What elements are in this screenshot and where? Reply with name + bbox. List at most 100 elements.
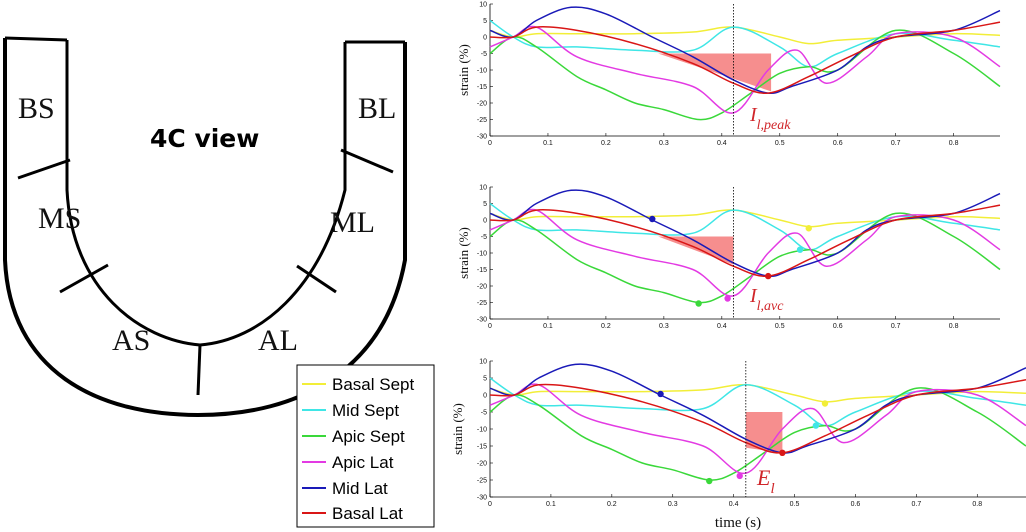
marker-mid-sept — [796, 246, 804, 253]
divider-ml-bl — [340, 148, 394, 174]
y-tick-label: -15 — [477, 444, 487, 451]
shaded-region — [658, 236, 734, 265]
y-tick-label: -20 — [477, 284, 487, 291]
x-tick-label: 0.8 — [949, 323, 959, 330]
x-tick-label: 0.1 — [546, 501, 556, 508]
x-tick-label: 0.6 — [833, 140, 843, 147]
x-tick-label: 0.8 — [972, 501, 982, 508]
y-tick-label: 0 — [483, 218, 487, 225]
segment-label-ml: ML — [330, 206, 375, 239]
legend-label-mid-sept: Mid Sept — [332, 401, 399, 420]
y-tick-label: -30 — [477, 495, 487, 502]
x-tick-label: 0.2 — [607, 501, 617, 508]
segment-label-ms: MS — [38, 202, 81, 235]
y-axis-label: strain (%) — [456, 227, 471, 279]
marker-mid-lat — [657, 390, 664, 398]
x-tick-label: 0.4 — [717, 323, 727, 330]
x-tick-label: 0.2 — [601, 323, 611, 330]
legend-label-mid-lat: Mid Lat — [332, 479, 388, 498]
x-tick-label: 0.5 — [775, 140, 785, 147]
series-line-apic-sept — [489, 29, 1001, 121]
segment-label-bs: BS — [18, 92, 55, 125]
x-tick-label: 0.5 — [775, 323, 785, 330]
legend-label-basal-sept: Basal Sept — [332, 375, 414, 394]
x-tick-label: 0.8 — [949, 140, 959, 147]
marker-apic-lat — [724, 295, 731, 302]
marker-apic-sept — [695, 300, 702, 307]
y-tick-label: 10 — [479, 359, 487, 366]
x-tick-label: 0.1 — [543, 140, 553, 147]
divider-bs-ms — [17, 158, 71, 180]
x-tick-label: 0 — [488, 501, 492, 508]
legend-label-apic-sept: Apic Sept — [332, 427, 405, 446]
marker-basal-sept — [805, 225, 812, 232]
divider-ms-as — [59, 263, 109, 294]
segment-label-as: AS — [112, 324, 150, 357]
outer-left-top-cap — [4, 36, 68, 42]
segment-label-bl: BL — [358, 92, 396, 125]
legend-label-basal-lat: Basal Lat — [332, 504, 403, 523]
y-tick-label: -25 — [477, 117, 487, 124]
y-tick-label: -15 — [477, 84, 487, 91]
x-tick-label: 0.3 — [659, 140, 669, 147]
y-tick-label: -5 — [481, 234, 487, 241]
annotation-label: Il,avc — [749, 285, 784, 314]
series-line-apic-sept — [489, 387, 1026, 481]
legend: Basal Sept Mid Sept Apic Sept Apic Lat M… — [296, 364, 435, 528]
y-tick-label: 10 — [479, 185, 487, 192]
annotation-label: Il,peak — [749, 104, 791, 133]
series-line-mid-sept — [489, 202, 1001, 251]
view-title: 4C view — [150, 124, 259, 153]
marker-mid-lat — [649, 215, 656, 223]
x-tick-label: 0 — [488, 323, 492, 330]
y-tick-label: -30 — [477, 317, 487, 324]
x-tick-label: 0.4 — [729, 501, 739, 508]
myocardium-outer-border — [3, 38, 407, 418]
y-tick-label: -10 — [477, 251, 487, 258]
segment-label-al: AL — [258, 324, 298, 357]
legend-box — [296, 364, 435, 528]
myocardium-inner-border — [65, 40, 347, 347]
y-tick-label: -20 — [477, 101, 487, 108]
marker-basal-sept — [821, 400, 829, 407]
marker-apic-sept — [706, 477, 713, 485]
y-tick-label: -15 — [477, 267, 487, 274]
x-tick-label: 0 — [488, 140, 492, 147]
series-line-apic-lat — [489, 25, 1001, 114]
x-tick-label: 0.5 — [790, 501, 800, 508]
marker-apic-lat — [736, 472, 743, 480]
x-tick-label: 0.3 — [668, 501, 678, 508]
x-tick-label: 0.6 — [833, 323, 843, 330]
y-tick-label: 5 — [483, 201, 487, 208]
y-tick-label: 0 — [483, 35, 487, 42]
x-tick-label: 0.7 — [891, 140, 901, 147]
divider-as-al — [196, 344, 202, 396]
y-tick-label: -10 — [477, 68, 487, 75]
y-tick-label: 0 — [483, 393, 487, 400]
divider-al-ml — [296, 264, 337, 294]
y-tick-label: -25 — [477, 300, 487, 307]
x-tick-label: 0.3 — [659, 323, 669, 330]
y-axis-label: strain (%) — [450, 403, 465, 455]
legend-label-apic-lat: Apic Lat — [332, 453, 394, 472]
y-tick-label: 10 — [479, 2, 487, 9]
annotation-label: El — [756, 465, 775, 497]
x-tick-label: 0.4 — [717, 140, 727, 147]
y-axis-label: strain (%) — [456, 44, 471, 96]
series-line-basal-lat — [489, 204, 1001, 277]
x-tick-label: 0.6 — [851, 501, 861, 508]
y-tick-label: -25 — [477, 478, 487, 485]
y-tick-label: -30 — [477, 134, 487, 141]
y-tick-label: -10 — [477, 427, 487, 434]
marker-basal-lat — [764, 272, 772, 280]
y-tick-label: 5 — [483, 18, 487, 25]
marker-basal-lat — [779, 449, 786, 456]
segment-diagram: 4C view BS MS AS AL ML BL — [3, 36, 407, 418]
series-line-apic-lat — [489, 383, 1026, 474]
